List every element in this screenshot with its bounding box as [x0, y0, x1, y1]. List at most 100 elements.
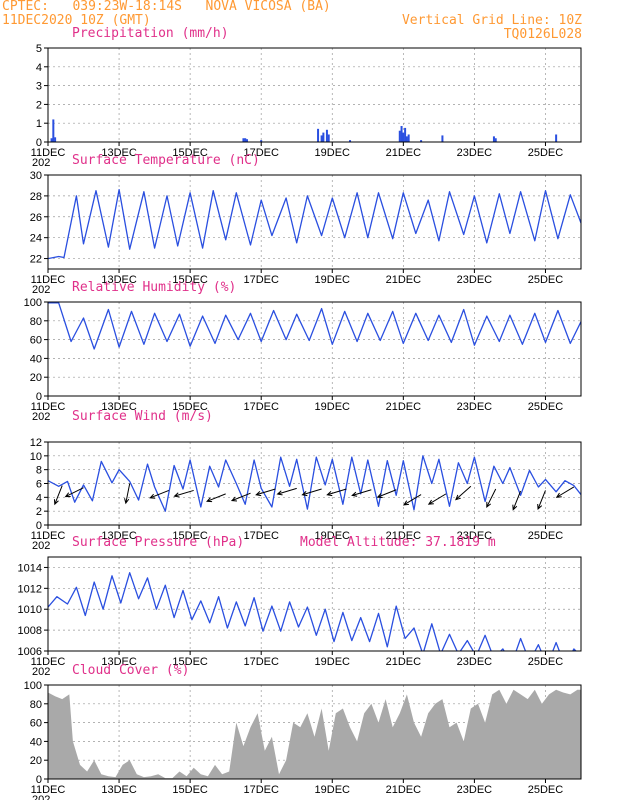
x-tick-label: 17DEC: [243, 656, 279, 668]
precip-bar: [404, 127, 407, 142]
x-tick-label: 11DEC: [31, 784, 66, 796]
y-tick-label: 30: [30, 170, 42, 182]
wind-arrow: [53, 485, 63, 506]
wind-arrow: [124, 483, 131, 505]
precip-bar: [52, 119, 55, 142]
x-tick-label: 19DEC: [315, 784, 351, 796]
y-tick-label: 28: [30, 191, 42, 203]
precip-bar: [327, 134, 330, 142]
x-tick-label: 15DEC: [172, 401, 208, 413]
x-tick-label: 11DEC: [31, 274, 66, 286]
wind-arrow: [376, 489, 397, 498]
wind-arrow: [512, 490, 522, 511]
x-tick-label: 15DEC: [172, 656, 208, 668]
wind-arrow: [276, 487, 297, 496]
precip-bar: [398, 130, 401, 142]
plot-frame: [47, 684, 582, 780]
precip-bar: [400, 126, 403, 142]
x-tick-label: 17DEC: [243, 147, 279, 159]
data-layer: [48, 455, 581, 512]
precip-bar: [555, 134, 558, 142]
y-tick-label: 100: [24, 680, 42, 692]
precip-bar: [317, 128, 320, 142]
y-tick-label: 12: [30, 437, 42, 449]
y-tick-label: 1014: [18, 562, 42, 574]
y-tick-label: 0: [36, 774, 42, 786]
plot-frame: [47, 556, 582, 652]
x-tick-label: 25DEC: [528, 656, 564, 668]
panel-title: Cloud Cover (%): [72, 663, 189, 678]
y-tick-label: 20: [30, 372, 42, 384]
x-year-label: 202: [32, 411, 50, 423]
data-layer: [48, 572, 577, 651]
x-tick-label: 23DEC: [457, 401, 493, 413]
y-tick-label: 1012: [18, 583, 42, 595]
precip-bar: [50, 138, 53, 142]
precip-bar: [244, 138, 247, 142]
y-tick-label: 4: [36, 62, 42, 74]
x-tick-label: 17DEC: [243, 274, 279, 286]
wind-arrow: [64, 487, 84, 498]
x-tick-label: 25DEC: [528, 147, 564, 159]
y-tick-label: 1006: [18, 646, 42, 658]
series-line: [48, 302, 581, 350]
x-tick-label: 15DEC: [172, 274, 208, 286]
x-tick-label: 23DEC: [457, 530, 493, 542]
precip-bar: [322, 132, 325, 142]
x-tick-label: 19DEC: [315, 401, 351, 413]
x-tick-label: 17DEC: [243, 784, 279, 796]
wind-arrow: [455, 485, 472, 501]
precip-bar: [420, 140, 423, 142]
x-tick-label: 13DEC: [101, 530, 137, 542]
x-tick-label: 21DEC: [386, 274, 422, 286]
y-tick-label: 40: [30, 736, 42, 748]
y-tick-label: 100: [24, 297, 42, 309]
x-year-label: 202: [32, 540, 50, 552]
wind-arrow: [402, 494, 422, 506]
wind-arrow: [255, 488, 276, 497]
y-tick-label: 22: [30, 254, 42, 266]
x-year-label: 202: [32, 794, 50, 800]
x-tick-label: 19DEC: [315, 274, 351, 286]
x-tick-label: 11DEC: [31, 401, 66, 413]
precip-bar: [245, 139, 248, 142]
x-tick-label: 21DEC: [386, 530, 422, 542]
wind-arrows: [53, 483, 575, 511]
y-tick-label: 1010: [18, 604, 42, 616]
plot-frame: [47, 47, 582, 143]
x-tick-label: 11DEC: [31, 530, 66, 542]
plot-frame: [47, 301, 582, 397]
x-tick-label: 23DEC: [457, 656, 493, 668]
series-line: [48, 188, 581, 260]
y-tick-label: 0: [36, 137, 42, 149]
y-tick-label: 26: [30, 212, 42, 224]
precip-bar: [54, 137, 57, 142]
x-tick-label: 17DEC: [243, 401, 279, 413]
wind-arrow: [206, 493, 226, 503]
x-tick-label: 21DEC: [386, 401, 422, 413]
model-altitude-annotation: Model Altitude: 37.1819 m: [300, 535, 496, 550]
data-layer: [48, 188, 581, 260]
y-tick-label: 60: [30, 718, 42, 730]
x-tick-label: 11DEC: [31, 656, 66, 668]
y-tick-label: 80: [30, 316, 42, 328]
y-tick-label: 2: [36, 506, 42, 518]
y-tick-label: 0: [36, 520, 42, 532]
x-tick-label: 19DEC: [315, 147, 351, 159]
panel-1: Precipitation (mm/h) 0 1 2 3 4 5 11DEC 13DEC 15DE…: [31, 26, 582, 169]
precip-bar: [494, 138, 497, 142]
precip-bar: [260, 140, 263, 142]
wind-arrow: [173, 489, 194, 498]
x-tick-label: 15DEC: [172, 784, 208, 796]
data-layer: [48, 689, 581, 779]
x-tick-label: 13DEC: [101, 401, 137, 413]
panel-title: Surface Pressure (hPa): [72, 535, 244, 550]
wind-arrow: [351, 489, 372, 497]
x-tick-label: 25DEC: [528, 784, 564, 796]
series-line: [48, 455, 581, 512]
x-tick-label: 15DEC: [172, 147, 208, 159]
x-tick-label: 13DEC: [101, 784, 137, 796]
wind-arrow: [326, 488, 347, 497]
wind-arrow: [537, 490, 546, 511]
